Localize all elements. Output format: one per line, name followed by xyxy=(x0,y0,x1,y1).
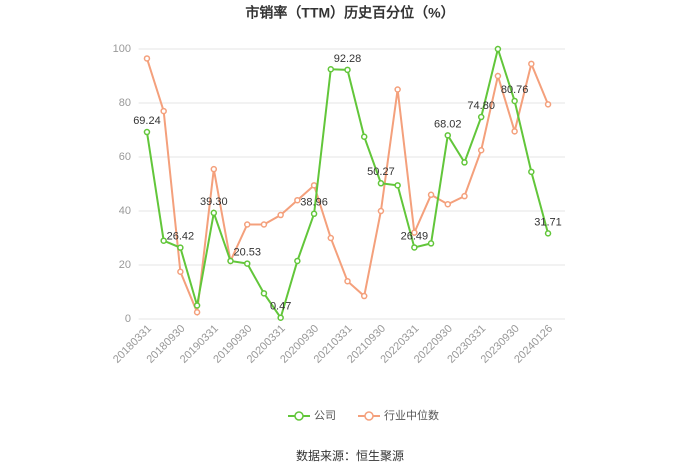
data-label: 92.28 xyxy=(334,53,362,65)
data-label: 80.76 xyxy=(501,84,529,96)
point xyxy=(344,66,351,74)
y-tick-label: 40 xyxy=(119,205,131,217)
point xyxy=(143,128,151,136)
point xyxy=(277,314,284,321)
legend-marker xyxy=(294,411,304,421)
point xyxy=(243,221,251,228)
y-tick-label: 20 xyxy=(119,259,131,271)
point xyxy=(177,244,184,251)
data-label: 39.30 xyxy=(200,196,228,208)
data-label: 38.96 xyxy=(300,197,328,209)
point xyxy=(327,66,335,73)
point xyxy=(227,257,234,265)
y-tick-label: 60 xyxy=(119,151,131,163)
point xyxy=(511,97,518,105)
point xyxy=(544,230,552,237)
point xyxy=(511,128,518,135)
point xyxy=(377,207,385,215)
data-label: 26.42 xyxy=(167,231,195,243)
point xyxy=(411,229,418,236)
point xyxy=(177,268,184,275)
data-label: 50.27 xyxy=(367,166,395,178)
point xyxy=(310,210,318,218)
point xyxy=(294,257,301,265)
series-line xyxy=(145,45,550,321)
point xyxy=(193,309,201,316)
point xyxy=(427,240,435,247)
point xyxy=(477,147,485,154)
point xyxy=(394,86,401,93)
series-line xyxy=(146,58,549,317)
point xyxy=(477,113,485,121)
point xyxy=(494,45,502,53)
point xyxy=(310,182,318,189)
point xyxy=(344,277,351,285)
point xyxy=(210,165,218,173)
point xyxy=(294,196,301,204)
point xyxy=(444,201,452,208)
data-label: 31.71 xyxy=(534,216,562,228)
point xyxy=(461,159,468,166)
legend-marker xyxy=(364,411,374,421)
point xyxy=(243,260,251,267)
point xyxy=(143,55,151,62)
data-label: 69.24 xyxy=(133,115,161,127)
point xyxy=(160,237,167,244)
point xyxy=(528,60,535,68)
y-tick-label: 100 xyxy=(113,43,131,55)
point xyxy=(327,234,335,242)
legend-label: 行业中位数 xyxy=(384,408,439,422)
point xyxy=(260,221,268,228)
legend-label: 公司 xyxy=(314,410,336,422)
point xyxy=(160,107,167,115)
point xyxy=(193,302,201,309)
data-label: 0.47 xyxy=(270,301,291,313)
source: 数据来源：恒生聚源 xyxy=(296,448,404,463)
data-label: 74.80 xyxy=(467,100,495,112)
point xyxy=(360,292,368,300)
point xyxy=(260,290,268,297)
point xyxy=(394,182,401,189)
point xyxy=(461,192,468,200)
point xyxy=(360,133,368,140)
point xyxy=(411,244,418,251)
y-tick-label: 80 xyxy=(119,97,131,109)
data-label: 68.02 xyxy=(434,118,462,130)
point xyxy=(277,211,284,219)
data-label: 20.53 xyxy=(233,246,261,258)
point xyxy=(377,180,385,187)
data-label: 26.49 xyxy=(401,230,429,242)
y-tick-label: 0 xyxy=(125,313,131,325)
point xyxy=(210,209,218,217)
chart-title: 市销率（TTM）历史百分位（%） xyxy=(245,5,454,21)
point xyxy=(444,132,452,139)
point xyxy=(528,168,535,176)
point xyxy=(544,101,552,108)
point xyxy=(427,191,435,199)
point xyxy=(494,72,502,80)
